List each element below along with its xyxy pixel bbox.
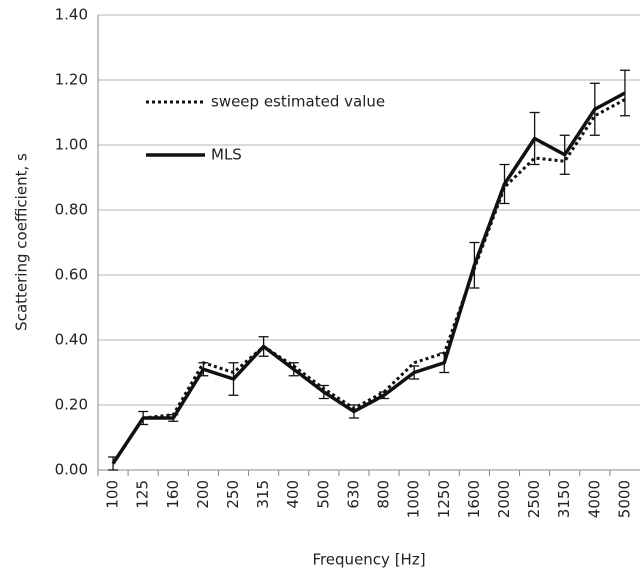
y-tick-label: 0.20 <box>55 396 88 414</box>
x-tick-label: 2000 <box>495 480 513 518</box>
y-tick-label: 1.20 <box>55 71 88 89</box>
x-tick-label: 3150 <box>555 480 573 518</box>
x-tick-label: 125 <box>134 480 152 509</box>
x-tick-label: 2500 <box>525 480 543 518</box>
y-tick-label: 0.80 <box>55 201 88 219</box>
x-tick-label: 100 <box>104 480 122 509</box>
y-tick-label: 0.40 <box>55 331 88 349</box>
x-tick-label: 250 <box>224 480 242 509</box>
y-tick-label: 1.40 <box>55 6 88 24</box>
line <box>111 91 626 465</box>
x-tick-label: 4000 <box>585 480 603 518</box>
line <box>111 98 626 465</box>
x-tick-label: 400 <box>284 480 302 509</box>
y-tick-label: 0.60 <box>55 266 88 284</box>
y-tick-label: 0.00 <box>55 461 88 479</box>
x-tick-label: 160 <box>164 480 182 509</box>
legend-label: sweep estimated value <box>211 93 385 111</box>
x-tick-label: 500 <box>314 480 332 509</box>
y-tick-label: 1.00 <box>55 136 88 154</box>
x-tick-label: 630 <box>344 480 362 509</box>
x-tick-label: 315 <box>254 480 272 509</box>
x-tick-label: 1000 <box>405 480 423 518</box>
x-tick-label: 200 <box>194 480 212 509</box>
x-tick-label: 5000 <box>615 480 633 518</box>
x-tick-label: 1250 <box>435 480 453 518</box>
x-tick-label: 1600 <box>465 480 483 518</box>
x-axis-label: Frequency [Hz] <box>312 551 425 569</box>
x-tick-label: 800 <box>375 480 393 509</box>
y-axis-label: Scattering coefficient, s <box>13 153 31 331</box>
legend-label: MLS <box>211 146 242 164</box>
